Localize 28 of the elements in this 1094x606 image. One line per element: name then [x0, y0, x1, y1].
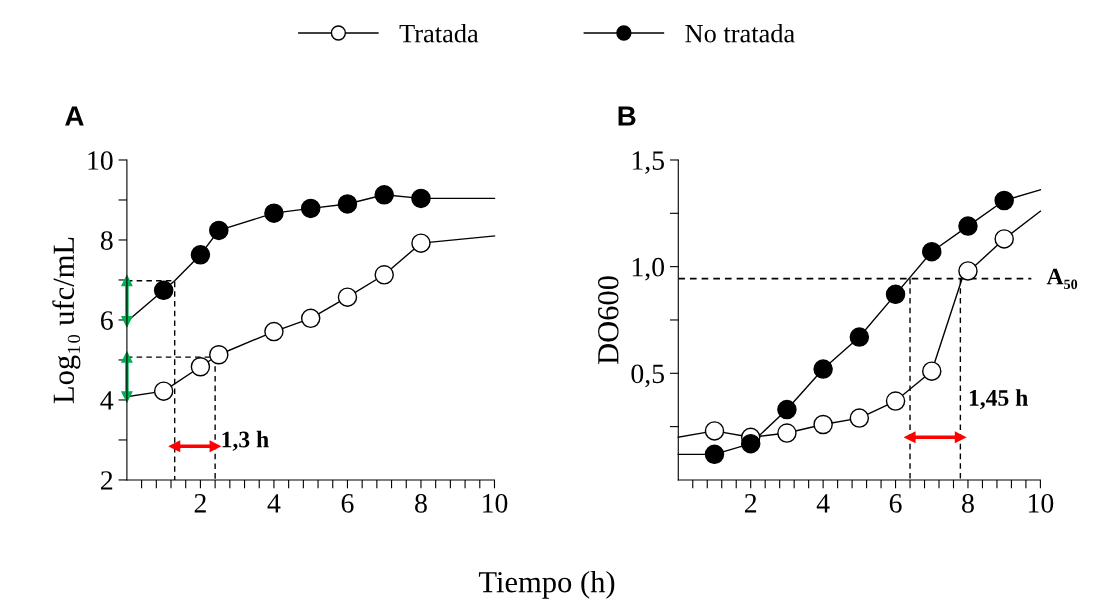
y-tick-label: 6 — [101, 311, 113, 330]
legend-label: No tratada — [685, 23, 795, 43]
y-tick-label: 10 — [88, 151, 113, 170]
y-tick-label: 4 — [100, 391, 114, 410]
x-tick-label: 8 — [415, 493, 427, 513]
x-tick-label: 2 — [744, 494, 757, 513]
y-tick-label: 1,5 — [632, 151, 664, 174]
y-tick-label: 0,5 — [631, 364, 664, 388]
y-tick-label: 8 — [100, 231, 113, 250]
y-axis-title: Log₁₀ ufc/mL — [52, 237, 81, 404]
x-tick-label: 2 — [194, 494, 206, 513]
annotation: 1,45 h — [969, 389, 1028, 410]
x-tick-label: 10 — [1028, 493, 1054, 513]
x-tick-label: 6 — [889, 494, 902, 513]
y-tick-label: 2 — [101, 471, 113, 490]
x-tick-label: 8 — [962, 493, 974, 513]
legend-label: Tratada — [399, 23, 479, 43]
y-tick-label: 1,0 — [632, 257, 665, 281]
x-tick-label: 6 — [341, 494, 354, 513]
chart-title: B — [618, 106, 636, 126]
x-axis-title: Tiempo (h) — [478, 570, 615, 599]
annotation: 1,3 h — [222, 430, 269, 451]
chart-title: A — [65, 106, 84, 126]
y-axis-title: DO600 — [597, 276, 619, 365]
x-tick-label: 4 — [816, 494, 830, 513]
ref-line-label: A₅₀ — [1046, 268, 1078, 290]
x-tick-label: 4 — [267, 494, 281, 513]
x-tick-label: 10 — [483, 493, 508, 513]
